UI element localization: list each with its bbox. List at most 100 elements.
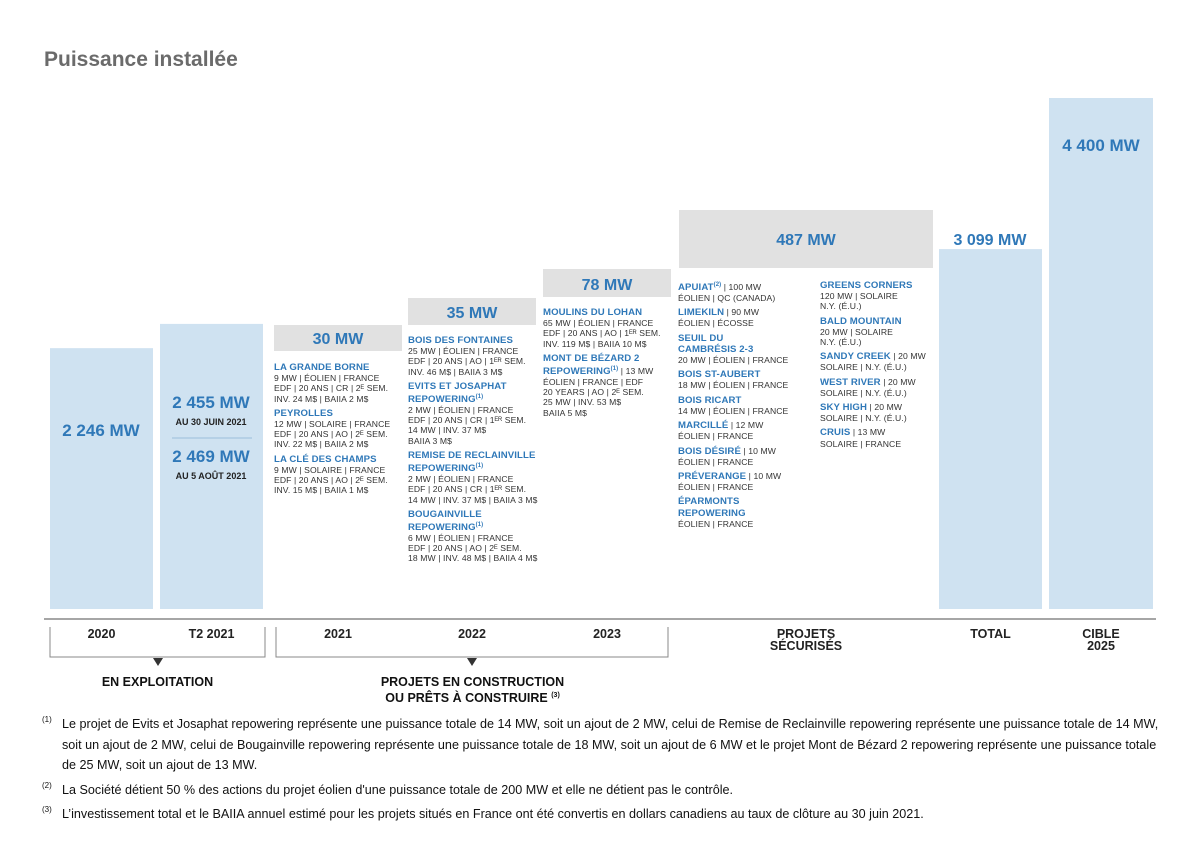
project-details: ÉOLIEN | FRANCE xyxy=(678,482,754,493)
bar-2023 xyxy=(543,269,671,297)
project-details: SOLAIRE | N.Y. (É.U.) xyxy=(820,413,907,424)
projects-2021-list: LA GRANDE BORNE 9 MW | ÉOLIEN | FRANCE ED… xyxy=(274,362,394,499)
value-sublabel-t2-2021-b: AU 5 AOÛT 2021 xyxy=(176,470,247,481)
installed-capacity-chart: 2 246 MW 2 455 MW AU 30 JUIN 2021 2 469 MW A… xyxy=(44,98,1156,666)
category-label-2020: 2020 xyxy=(87,627,116,641)
project-item: BOIS DÉSIRÉ | 10 MW ÉOLIEN | FRANCE xyxy=(678,446,813,467)
project-name: LIMEKILN xyxy=(678,307,725,319)
bar-target-2025 xyxy=(1049,98,1153,609)
project-item: REMISE DE RECLAINVILLE REPOWERING(1) 2 MW… xyxy=(408,450,540,505)
project-details: SOLAIRE | N.Y. (É.U.) xyxy=(820,387,907,398)
footnote-2-marker: (2) xyxy=(42,780,52,790)
project-name: BALD MOUNTAIN xyxy=(820,315,902,327)
project-capacity: | 13 MW xyxy=(618,365,654,376)
project-details: ÉOLIEN | QC (CANADA) xyxy=(678,293,776,304)
project-details: 12 MW | SOLAIRE | FRANCE EDF | 20 ANS | … xyxy=(274,419,391,450)
project-item: PRÉVERANGE | 10 MW ÉOLIEN | FRANCE xyxy=(678,471,813,492)
project-details: 65 MW | ÉOLIEN | FRANCE EDF | 20 ANS | A… xyxy=(543,318,661,349)
project-details: 9 MW | ÉOLIEN | FRANCE EDF | 20 ANS | CR… xyxy=(274,373,389,404)
project-details: 25 MW | ÉOLIEN | FRANCE EDF | 20 ANS | A… xyxy=(408,346,526,377)
project-name: WEST RIVER xyxy=(820,376,881,388)
category-label-total: TOTAL xyxy=(970,627,1011,641)
project-item: BOIS ST-AUBERT 18 MW | ÉOLIEN | FRANCE xyxy=(678,369,813,391)
bracket-exploitation xyxy=(49,627,266,658)
project-item: BOIS DES FONTAINES 25 MW | ÉOLIEN | FRANC… xyxy=(408,335,540,377)
footnotes: (1) Le projet de Evits et Josaphat repowe… xyxy=(42,714,1162,829)
bar-2022 xyxy=(408,298,536,325)
footnote-3: (3) L’investissement total et le BAIIA an… xyxy=(42,804,1162,825)
project-capacity: | 20 MW xyxy=(867,402,903,413)
project-capacity: | 10 MW xyxy=(746,470,782,481)
projects-2023-list: MOULINS DU LOHAN 65 MW | ÉOLIEN | FRANCE … xyxy=(543,307,665,422)
project-name: SANDY CREEK xyxy=(820,351,891,363)
project-capacity: | 20 MW xyxy=(890,351,926,362)
value-sublabel-t2-2021-a: AU 30 JUIN 2021 xyxy=(175,417,246,427)
value-label-t2-2021-b: 2 469 MW xyxy=(172,447,250,466)
project-details: 6 MW | ÉOLIEN | FRANCE EDF | 20 ANS | AO… xyxy=(408,533,538,564)
project-name: BOIS DÉSIRÉ xyxy=(678,445,741,457)
project-item: ÉPARMONTS REPOWERING ÉOLIEN | FRANCE xyxy=(678,496,813,529)
footnote-2: (2) La Société détient 50 % des actions d… xyxy=(42,780,1162,801)
value-label-2021: 30 MW xyxy=(313,331,365,348)
project-name: LA CLÉ DES CHAMPS xyxy=(274,453,377,465)
value-label-t2-2021-a: 2 455 MW xyxy=(172,393,250,412)
project-name: BOUGAINVILLE REPOWERING xyxy=(408,508,482,533)
footnote-1-text: Le projet de Evits et Josaphat repowerin… xyxy=(62,717,1159,772)
footnote-3-text: L’investissement total et le BAIIA annue… xyxy=(62,807,924,821)
project-details: ÉOLIEN | FRANCE | EDF 20 YEARS | AO | 2ᴱ… xyxy=(543,377,644,418)
project-item: PEYROLLES 12 MW | SOLAIRE | FRANCE EDF | … xyxy=(274,408,394,450)
footnote-2-text: La Société détient 50 % des actions du p… xyxy=(62,782,734,797)
category-label-2023: 2023 xyxy=(593,627,621,641)
category-label-target-2025: CIBLE 2025 xyxy=(1082,627,1120,653)
project-details: ÉOLIEN | ÉCOSSE xyxy=(678,318,754,329)
project-footnote-ref: (1) xyxy=(475,463,484,470)
project-item: LA CLÉ DES CHAMPS 9 MW | SOLAIRE | FRANCE… xyxy=(274,454,394,496)
project-item: MARCILLÉ | 12 MW ÉOLIEN | FRANCE xyxy=(678,420,813,441)
project-item: SANDY CREEK | 20 MW SOLAIRE | N.Y. (É.U.) xyxy=(820,351,932,372)
project-name: BOIS DES FONTAINES xyxy=(408,335,514,346)
group-label-construction: PROJETS EN CONSTRUCTION OU PRÊTS À CONST… xyxy=(340,676,605,705)
page-title: Puissance installée xyxy=(44,48,238,71)
project-name: MONT DE BÉZARD 2 REPOWERING xyxy=(543,352,640,377)
value-label-total: 3 099 MW xyxy=(954,232,1028,249)
project-details: SOLAIRE | N.Y. (É.U.) xyxy=(820,362,907,373)
project-name: SKY HIGH xyxy=(820,402,868,414)
project-details: ÉOLIEN | FRANCE xyxy=(678,456,754,467)
category-label-2021: 2021 xyxy=(324,627,352,641)
project-name: EVITS ET JOSAPHAT REPOWERING xyxy=(408,380,507,405)
project-capacity: | 10 MW xyxy=(740,445,776,456)
footnote-3-marker: (3) xyxy=(42,805,52,814)
group-label-exploitation: EN EXPLOITATION xyxy=(101,675,214,689)
project-name: MOULINS DU LOHAN xyxy=(543,307,643,318)
group-label-construction-sup: (3) xyxy=(551,692,560,699)
project-name: ÉPARMONTS REPOWERING xyxy=(678,496,746,519)
project-item: SKY HIGH | 20 MW SOLAIRE | N.Y. (É.U.) xyxy=(820,402,932,423)
project-item: LA GRANDE BORNE 9 MW | ÉOLIEN | FRANCE ED… xyxy=(274,362,394,404)
bar-total xyxy=(939,249,1042,609)
footnote-1: (1) Le projet de Evits et Josaphat repowe… xyxy=(42,714,1162,776)
project-details: 14 MW | ÉOLIEN | FRANCE xyxy=(678,405,789,416)
project-item: WEST RIVER | 20 MW SOLAIRE | N.Y. (É.U.) xyxy=(820,377,932,398)
project-item: BOIS RICART 14 MW | ÉOLIEN | FRANCE xyxy=(678,395,813,416)
project-name: PRÉVERANGE xyxy=(678,470,747,482)
project-capacity: | 12 MW xyxy=(728,420,764,431)
project-name: PEYROLLES xyxy=(274,407,334,419)
bracket-exploitation-arrow xyxy=(153,658,163,666)
project-details: ÉOLIEN | FRANCE xyxy=(678,431,754,442)
bar-2021 xyxy=(274,325,402,351)
project-item: MOULINS DU LOHAN 65 MW | ÉOLIEN | FRANCE … xyxy=(543,307,665,349)
project-details: 20 MW | ÉOLIEN | FRANCE xyxy=(678,355,789,366)
project-name: GREENS CORNERS xyxy=(820,280,913,291)
project-name: BOIS ST-AUBERT xyxy=(678,369,761,381)
project-item: EVITS ET JOSAPHAT REPOWERING(1) 2 MW | ÉO… xyxy=(408,381,540,446)
project-capacity: | 13 MW xyxy=(850,427,886,438)
project-name: CRUIS xyxy=(820,427,851,439)
value-label-target-2025: 4 400 MW xyxy=(1062,136,1140,155)
projects-2022-list: BOIS DES FONTAINES 25 MW | ÉOLIEN | FRANC… xyxy=(408,335,540,568)
project-footnote-ref: (1) xyxy=(475,521,484,528)
category-label-secured: PROJETS SÉCURISÉS xyxy=(769,627,843,653)
project-capacity: | 90 MW xyxy=(724,307,760,318)
bracket-construction-arrow xyxy=(467,658,477,666)
project-details: 120 MW | SOLAIRE N.Y. (É.U.) xyxy=(820,291,898,312)
project-item: CRUIS | 13 MW SOLAIRE | FRANCE xyxy=(820,427,932,448)
